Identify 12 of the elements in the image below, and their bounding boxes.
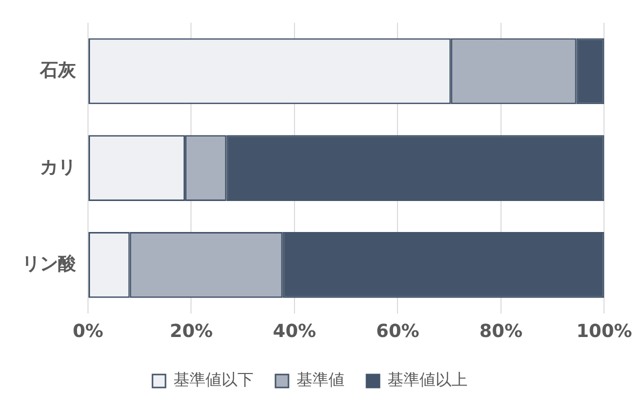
x-tick-label: 20% bbox=[170, 320, 213, 342]
y-tick-label: カリ bbox=[40, 156, 76, 178]
legend-label: 基準値以下 bbox=[174, 370, 254, 390]
legend-label: 基準値以上 bbox=[388, 370, 468, 390]
x-tick-label: 80% bbox=[479, 320, 523, 342]
x-tick-label: 40% bbox=[272, 320, 316, 342]
legend-label: 基準値 bbox=[296, 370, 344, 390]
x-tick-label: 60% bbox=[376, 320, 420, 342]
x-tick-label: 0% bbox=[72, 320, 104, 342]
y-tick-label: リン酸 bbox=[22, 254, 77, 275]
y-tick-label: 石灰 bbox=[39, 60, 77, 81]
x-tick-label: 100% bbox=[576, 320, 632, 342]
